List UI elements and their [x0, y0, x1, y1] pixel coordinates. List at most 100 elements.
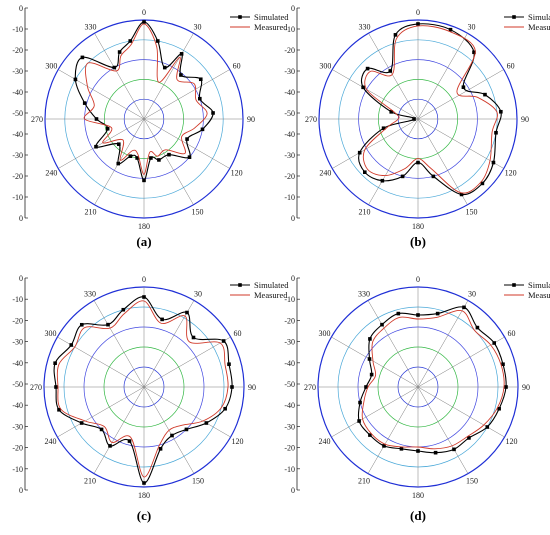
radial-tick-label: -10	[284, 295, 295, 304]
legend-label: Simulated	[528, 12, 550, 22]
legend-label: Simulated	[254, 12, 289, 22]
series-simulated-point	[80, 55, 85, 60]
series-simulated-point	[472, 50, 476, 55]
series-simulated-point	[198, 77, 203, 82]
series-measured-line	[362, 25, 498, 194]
radial-tick-label: -40	[284, 401, 295, 410]
panel-caption: (a)	[136, 234, 151, 249]
series-simulated-point	[492, 341, 497, 345]
angle-tick-label: 240	[44, 437, 56, 446]
series-simulated-point	[179, 52, 184, 56]
angle-tick-label: 240	[319, 169, 331, 178]
series-simulated-point	[54, 385, 58, 389]
angle-tick-label: 150	[466, 208, 478, 217]
radial-tick-label: 0	[291, 486, 295, 495]
legend-marker	[512, 283, 516, 287]
radial-tick-label: -20	[284, 172, 295, 181]
radial-tick-label: -30	[284, 151, 295, 160]
series-simulated-point	[157, 158, 161, 162]
radial-tick-label: -40	[284, 130, 295, 139]
series-simulated-point	[106, 322, 110, 327]
series-simulated-point	[127, 439, 132, 443]
radial-tick-label: -10	[284, 193, 295, 202]
series-simulated-point	[433, 450, 438, 455]
radial-tick-label: -40	[12, 88, 23, 97]
angle-tick-label: 90	[247, 115, 255, 124]
series-simulated-point	[158, 447, 163, 451]
angle-tick-label: 150	[466, 477, 478, 486]
series-simulated-point	[117, 50, 122, 54]
series-simulated-point	[73, 77, 78, 82]
radial-tick-label: -50	[12, 380, 23, 389]
series-simulated-point	[380, 178, 385, 183]
series-simulated-point	[142, 20, 146, 24]
radial-tick-label: 0	[19, 4, 23, 13]
series-simulated-point	[459, 192, 464, 197]
series-simulated-point	[365, 66, 370, 71]
spoke	[57, 386, 145, 438]
series-simulated-point	[497, 406, 501, 411]
legend-marker	[512, 15, 516, 19]
series-simulated-point	[380, 322, 384, 327]
series-simulated-point	[389, 110, 394, 114]
series-simulated-point	[108, 444, 112, 448]
spoke	[367, 386, 419, 474]
angle-tick-label: 270	[304, 383, 316, 392]
series-simulated-point	[128, 39, 133, 43]
spoke	[93, 300, 145, 388]
angle-tick-label: 90	[521, 115, 529, 124]
series-simulated-point	[494, 130, 498, 135]
radial-tick-label: 0	[291, 274, 295, 283]
angle-tick-label: 60	[233, 62, 241, 71]
spoke	[331, 336, 419, 388]
series-simulated-point	[485, 425, 490, 429]
series-simulated-point	[368, 337, 372, 341]
radial-tick-label: -40	[284, 359, 295, 368]
angle-tick-label: 330	[358, 289, 370, 298]
series-simulated-point	[200, 127, 205, 132]
spoke	[417, 336, 505, 388]
radial-tick-label: 0	[19, 486, 23, 495]
legend-marker	[238, 283, 242, 287]
series-simulated-point	[363, 170, 367, 174]
radial-tick-label: -30	[284, 338, 295, 347]
series-simulated-point	[117, 142, 121, 146]
series-measured-line	[361, 309, 505, 450]
polar-chart-2: 0 30 60 90 120 150 180 210 240 270 300 330 0 -10 -20 -3…	[284, 4, 550, 249]
radial-tick-label: -40	[12, 359, 23, 368]
series-simulated-point	[400, 174, 405, 179]
series-simulated-point	[361, 85, 365, 90]
angle-tick-label: 120	[505, 169, 517, 178]
radial-tick-label: -20	[12, 46, 23, 55]
series-simulated-point	[204, 421, 209, 425]
angle-tick-label: 330	[84, 289, 96, 298]
spoke	[143, 386, 231, 438]
radial-tick-label: -40	[284, 88, 295, 97]
angle-tick-label: 240	[45, 169, 57, 178]
radial-tick-label: -30	[284, 422, 295, 431]
spoke	[143, 300, 195, 388]
series-simulated-point	[462, 305, 466, 310]
series-simulated-point	[358, 400, 362, 405]
series-simulated-point	[57, 407, 61, 412]
spoke	[417, 386, 469, 474]
angle-tick-label: 330	[359, 22, 371, 31]
series-simulated-point	[99, 427, 104, 432]
series-simulated-point	[191, 335, 196, 340]
spoke	[417, 33, 468, 120]
radial-tick-label: -20	[284, 444, 295, 453]
series-simulated-point	[79, 322, 84, 327]
angle-tick-label: 120	[506, 437, 518, 446]
radial-tick-label: 0	[19, 214, 23, 223]
series-simulated-point	[416, 160, 420, 165]
series-simulated-point	[116, 161, 121, 166]
series-simulated-point	[504, 385, 508, 389]
spoke	[417, 69, 504, 120]
angle-tick-label: 300	[319, 62, 331, 71]
spoke	[417, 118, 504, 169]
series-measured-line	[83, 23, 208, 175]
series-simulated-point	[53, 361, 57, 365]
series-simulated-point	[185, 310, 189, 315]
angle-tick-label: 180	[412, 222, 424, 231]
series-simulated-point	[221, 339, 226, 343]
